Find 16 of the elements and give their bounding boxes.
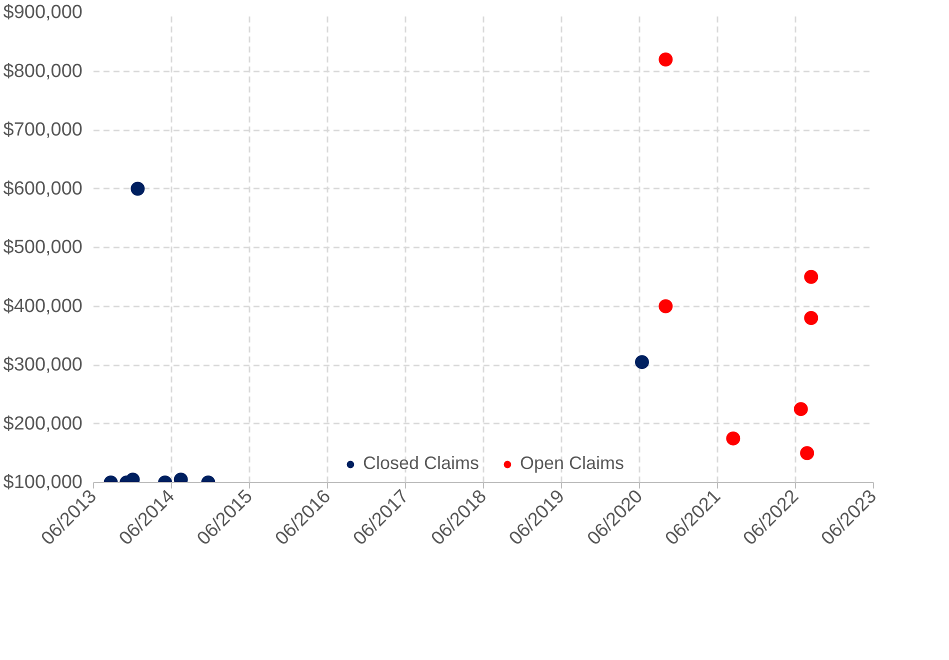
point <box>804 270 818 284</box>
y-tick-label: $600,000 <box>3 178 83 200</box>
point <box>130 182 145 196</box>
y-tick-label: $100,000 <box>3 472 83 493</box>
y-tick-label: $800,000 <box>3 60 83 82</box>
y-tick-label: $700,000 <box>3 120 83 140</box>
legend-label: Open Claims <box>520 453 624 474</box>
y-tick-label: $400,000 <box>3 296 83 317</box>
y-tick-label: $200,000 <box>3 413 83 434</box>
point <box>634 355 649 370</box>
point <box>658 299 673 314</box>
y-tick-label: $300,000 <box>3 354 83 376</box>
point <box>804 311 818 325</box>
legend-label: Closed Claims <box>362 453 479 474</box>
y-tick-label: $500,000 <box>3 237 83 258</box>
y-tick-label: $900,000 <box>3 2 83 23</box>
